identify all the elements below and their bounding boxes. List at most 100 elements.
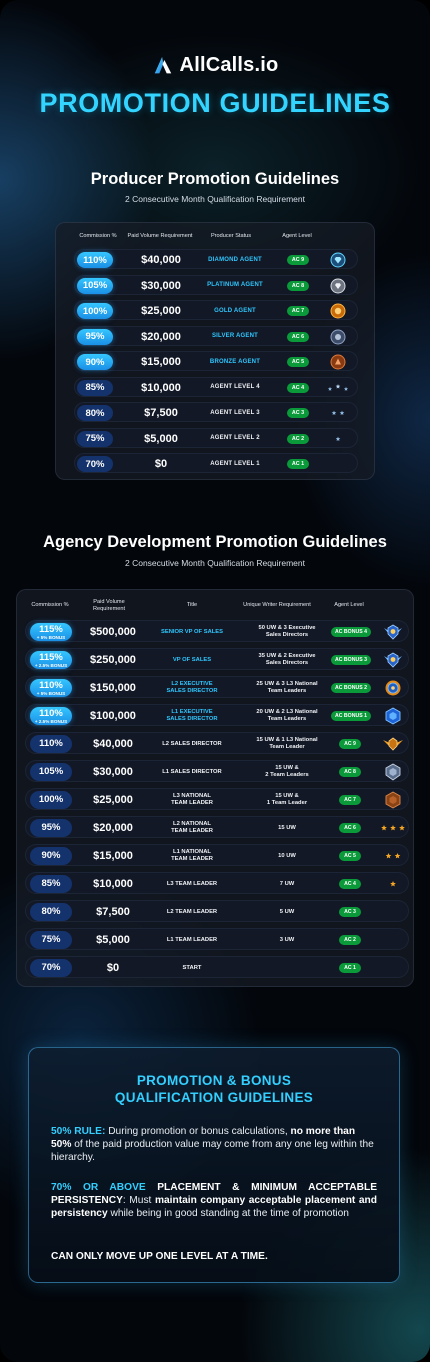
- commission-value: 105%: [38, 766, 64, 777]
- agent-level-badge: AC 9: [339, 739, 361, 749]
- commission-pill: 90%: [30, 847, 72, 865]
- three-gold-stars-icon: [380, 817, 406, 839]
- rule2-text-a: : Must: [122, 1195, 155, 1206]
- producer-row: 95% $20,000 SILVER AGENT AC 6: [74, 325, 358, 347]
- paid-volume: $500,000: [90, 626, 136, 638]
- agency-header-level: Agent Level: [334, 602, 364, 608]
- allcalls-logo-icon: [154, 56, 171, 73]
- agency-row: 75% $5,000 L1 TEAM LEADER 3 UW AC 2: [25, 928, 409, 950]
- commission-pill: 75%: [30, 931, 72, 949]
- rule1-text-b: of the paid production value may come fr…: [51, 1139, 374, 1163]
- commission-pill: 75%: [77, 430, 113, 447]
- bonus-label: + 5% BONUS: [36, 690, 66, 696]
- paid-volume: $7,500: [144, 407, 178, 419]
- one-level-rule: CAN ONLY MOVE UP ONE LEVEL AT A TIME.: [51, 1251, 268, 1262]
- agency-title: START: [182, 964, 202, 971]
- producer-status: GOLD AGENT: [214, 307, 256, 314]
- gear-crest-icon: [380, 677, 406, 699]
- silver-badge-icon: [325, 327, 351, 347]
- paid-volume: $250,000: [90, 654, 136, 666]
- agency-row: 110% $40,000 L2 SALES DIRECTOR 15 UW & 1 L3…: [25, 732, 409, 754]
- producer-status: PLATINUM AGENT: [207, 282, 263, 288]
- rule1-bold: no more than 50%: [51, 1126, 356, 1150]
- agent-level-badge: AC 1: [287, 459, 309, 469]
- producer-row: 70% $0 AGENT LEVEL 1 AC 1: [74, 453, 358, 473]
- commission-value: 90%: [41, 850, 61, 861]
- paid-volume: $40,000: [93, 738, 133, 750]
- agency-title: L2 NATIONAL TEAM LEADER: [171, 821, 213, 834]
- commission-pill: 85%: [30, 875, 72, 893]
- agency-title: VP OF SALES: [172, 656, 212, 663]
- commission-pill: 100%: [77, 303, 113, 319]
- commission-value: 115%: [39, 651, 63, 663]
- producer-row: 90% $15,000 BRONZE AGENT AC 5: [74, 351, 358, 371]
- producer-status: AGENT LEVEL 4: [210, 384, 260, 390]
- unique-writer-requirement: 15 UW & 2 Team Leaders: [265, 765, 309, 778]
- agency-title: L1 SALES DIRECTOR: [162, 768, 222, 775]
- paid-volume: $0: [154, 458, 168, 470]
- guidelines-title: PROMOTION & BONUS QUALIFICATION GUIDELIN…: [29, 1072, 399, 1106]
- brand-name: AllCalls.io: [179, 54, 279, 76]
- agent-level-badge: AC 8: [287, 280, 309, 291]
- bonus-label: + 2.5% BONUS: [34, 718, 68, 724]
- commission-pill: 115% + 5% BONUS: [30, 623, 72, 641]
- agent-level-badge: AC 8: [339, 767, 361, 777]
- agent-level-badge: AC 5: [287, 357, 309, 367]
- agency-header-requirement: Unique Writer Requirement: [243, 602, 311, 608]
- paid-volume: $10,000: [93, 878, 133, 890]
- agency-table: Commission % Paid Volume Requirement Tit…: [16, 589, 414, 987]
- gold-wings-icon: [380, 733, 406, 755]
- bronze-badge-icon: [325, 352, 351, 372]
- commission-pill: 110% + 2.5% BONUS: [30, 707, 72, 725]
- producer-status: AGENT LEVEL 1: [210, 460, 260, 467]
- commission-pill: 80%: [30, 903, 72, 921]
- producer-status: AGENT LEVEL 2: [210, 435, 260, 441]
- paid-volume: $20,000: [93, 822, 133, 834]
- persistency-rule: 70% OR ABOVE PLACEMENT & MINIMUM ACCEPTA…: [51, 1181, 377, 1220]
- agency-title: SENIOR VP OF SALES: [160, 628, 224, 635]
- producer-row: 80% $7,500 AGENT LEVEL 3 AC 3: [74, 402, 358, 422]
- two-gold-stars-icon: [380, 845, 406, 867]
- producer-section-subtitle: 2 Consecutive Month Qualification Requir…: [124, 194, 305, 204]
- agent-level-badge: AC 6: [339, 823, 361, 833]
- agency-title: L1 EXECUTIVE SALES DIRECTOR: [166, 709, 218, 722]
- agency-header-commission: Commission %: [31, 602, 69, 608]
- commission-value: 70%: [41, 962, 61, 973]
- commission-pill: 70%: [77, 456, 113, 472]
- agent-level-badge: AC 4: [287, 382, 309, 393]
- unique-writer-requirement: 3 UW: [279, 936, 295, 943]
- three-stars-icon: [325, 378, 351, 398]
- agency-row: 115% + 5% BONUS $500,000 SENIOR VP OF SALES…: [25, 620, 409, 642]
- commission-pill: 110% + 5% BONUS: [30, 679, 72, 697]
- producer-header-status: Producer Status: [210, 233, 252, 239]
- agent-level-badge: AC 9: [287, 255, 309, 265]
- paid-volume: $30,000: [93, 766, 133, 778]
- unique-writer-requirement: 5 UW: [279, 908, 295, 915]
- commission-value: 80%: [41, 906, 61, 917]
- rule1-text-a: During promotion or bonus calculations,: [105, 1126, 291, 1137]
- unique-writer-requirement: 15 UW & 1 Team Leader: [266, 793, 308, 806]
- paid-volume: $15,000: [93, 850, 133, 862]
- rule2-text-b: while being in good standing at the time…: [107, 1208, 349, 1219]
- paid-volume: $40,000: [141, 254, 181, 266]
- agency-row: 90% $15,000 L1 NATIONAL TEAM LEADER 10 UW AC…: [25, 844, 409, 866]
- agency-title: L2 SALES DIRECTOR: [162, 740, 222, 747]
- bonus-label: + 2.5% BONUS: [34, 662, 68, 668]
- unique-writer-requirement: 50 UW & 3 Executive Sales Directors: [258, 625, 316, 638]
- commission-pill: 95%: [77, 328, 113, 345]
- commission-pill: 85%: [77, 379, 113, 396]
- paid-volume: $0: [106, 962, 120, 974]
- agency-row: 110% + 5% BONUS $150,000 L2 EXECUTIVE SALES…: [25, 676, 409, 698]
- paid-volume: $100,000: [90, 710, 136, 722]
- commission-pill: 80%: [77, 405, 113, 421]
- agency-row: 110% + 2.5% BONUS $100,000 L1 EXECUTIVE SAL…: [25, 704, 409, 726]
- agent-level-badge: AC 7: [339, 795, 361, 805]
- commission-pill: 90%: [77, 354, 113, 370]
- one-gold-star-icon: [380, 873, 406, 895]
- agent-level-badge: AC 4: [339, 879, 361, 889]
- producer-header-level: Agent Level: [282, 233, 312, 239]
- agency-row: 100% $25,000 L3 NATIONAL TEAM LEADER 15 UW …: [25, 788, 409, 810]
- paid-volume: $15,000: [141, 356, 181, 368]
- producer-row: 85% $10,000 AGENT LEVEL 4 AC 4: [74, 376, 358, 398]
